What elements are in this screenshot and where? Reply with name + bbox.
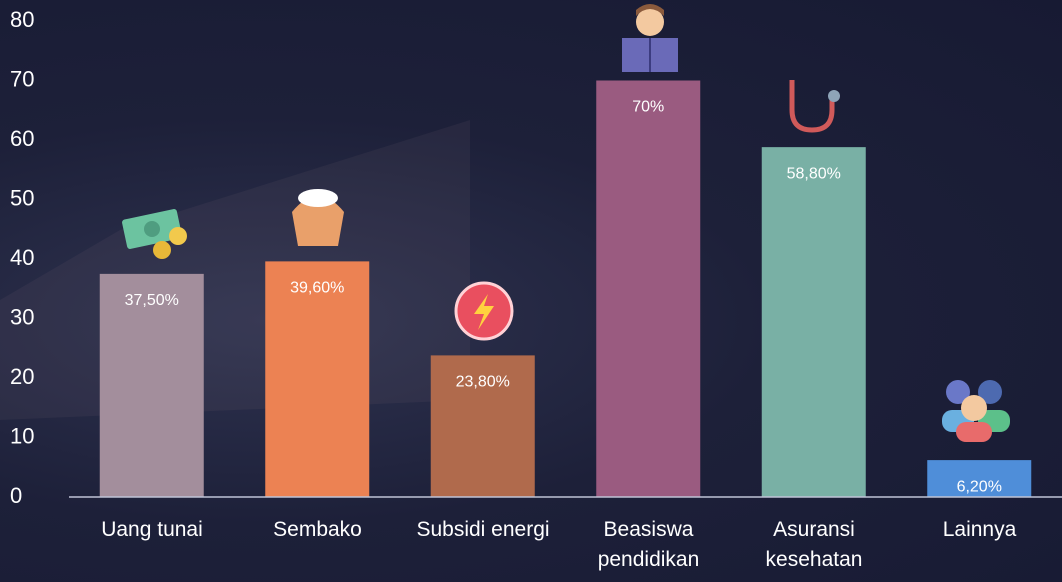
y-tick-label: 20 (10, 364, 34, 389)
icon-stethoscope (789, 80, 840, 133)
x-tick-label: Uang tunai (101, 518, 203, 541)
x-tick-label: Asuransi kesehatan (765, 518, 863, 571)
x-tick-label: Beasiswa pendidikan (597, 518, 700, 571)
data-label: 70% (632, 99, 664, 116)
bar (430, 355, 535, 497)
y-tick-label: 10 (10, 423, 34, 448)
data-label: 37,50% (125, 292, 179, 309)
y-tick-label: 70 (10, 66, 34, 91)
y-tick-label: 80 (10, 7, 34, 32)
y-tick-label: 30 (10, 304, 34, 329)
y-tick-label: 0 (10, 483, 22, 508)
bar (927, 460, 1032, 497)
x-tick-label: Subsidi energi (416, 518, 550, 541)
data-label: 58,80% (787, 165, 841, 182)
icon-people (942, 380, 1010, 442)
data-label: 39,60% (290, 280, 344, 297)
y-tick-label: 50 (10, 185, 34, 210)
bar (99, 273, 204, 497)
x-tick-label: Sembako (273, 518, 362, 541)
background-building (0, 120, 470, 420)
y-tick-label: 40 (10, 245, 34, 270)
icon-reader (622, 4, 678, 72)
bar (761, 147, 866, 497)
bar (265, 261, 370, 497)
data-label: 6,20% (957, 478, 1002, 495)
data-label: 23,80% (456, 374, 510, 391)
bar (596, 80, 701, 497)
x-tick-label: Lainnya (942, 518, 1017, 541)
icon-energy (454, 281, 514, 341)
y-tick-label: 60 (10, 126, 34, 151)
icon-money (122, 209, 187, 259)
icon-sack (292, 189, 344, 246)
